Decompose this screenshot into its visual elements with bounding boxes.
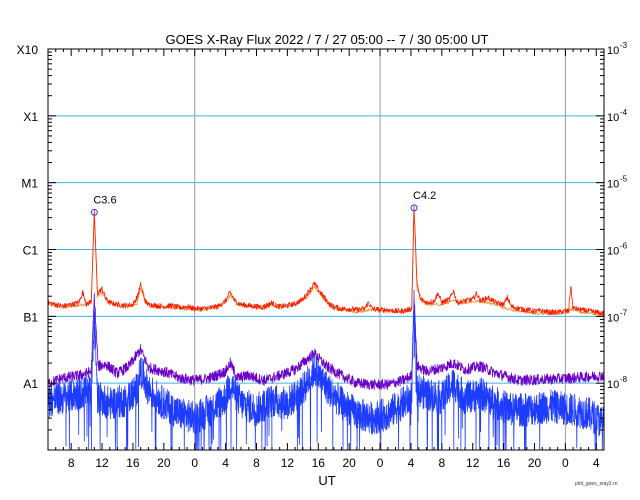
x-tick-label: 16 — [497, 456, 511, 470]
y-right-exponent: -6 — [620, 242, 628, 251]
y-left-label: X10 — [17, 43, 39, 57]
y-left-label: A1 — [23, 377, 38, 391]
y-right-exponent: -3 — [620, 41, 628, 50]
x-tick-label: 0 — [562, 456, 569, 470]
series-line-short_purple — [47, 292, 605, 391]
x-tick-label: 4 — [593, 456, 600, 470]
y-right-label: 10 — [607, 45, 619, 57]
x-axis-label: UT — [318, 473, 335, 488]
x-tick-label: 4 — [222, 456, 229, 470]
x-tick-label: 8 — [438, 456, 445, 470]
flare-label: C4.2 — [413, 190, 436, 202]
y-right-exponent: -8 — [620, 375, 628, 384]
series-line-short_blue — [47, 289, 605, 451]
flare-label: C3.6 — [93, 194, 116, 206]
y-right-label: 10 — [607, 312, 619, 324]
y-right-exponent: -4 — [620, 108, 628, 117]
x-tick-label: 0 — [377, 456, 384, 470]
flare-marker — [90, 208, 98, 216]
x-tick-label: 12 — [466, 456, 480, 470]
y-right-label: 10 — [607, 179, 619, 191]
y-left-label: M1 — [21, 177, 38, 191]
chart-title: GOES X-Ray Flux 2022 / 7 / 27 05:00 -- 7… — [166, 32, 489, 47]
x-tick-label: 8 — [68, 456, 75, 470]
y-left-label: B1 — [23, 310, 38, 324]
y-right-label: 10 — [607, 112, 619, 124]
y-right-exponent: -5 — [620, 175, 628, 184]
series-line-long_orange — [47, 206, 605, 316]
y-left-label: X1 — [23, 110, 38, 124]
series-line-long_red — [47, 205, 605, 316]
x-tick-label: 0 — [191, 456, 198, 470]
y-right-exponent: -7 — [620, 308, 628, 317]
y-right-label: 10 — [607, 246, 619, 258]
x-tick-label: 4 — [408, 456, 415, 470]
x-tick-label: 8 — [253, 456, 260, 470]
flare-marker — [410, 204, 418, 212]
x-tick-label: 12 — [95, 456, 109, 470]
y-right-label: 10 — [607, 379, 619, 391]
x-tick-label: 16 — [312, 456, 326, 470]
x-tick-label: 16 — [126, 456, 140, 470]
x-tick-label: 20 — [157, 456, 171, 470]
x-tick-label: 20 — [342, 456, 356, 470]
y-left-label: C1 — [23, 244, 39, 258]
x-tick-label: 20 — [528, 456, 542, 470]
plot-credit: plot_goes_xray2.rn — [575, 481, 618, 487]
x-tick-label: 12 — [281, 456, 295, 470]
